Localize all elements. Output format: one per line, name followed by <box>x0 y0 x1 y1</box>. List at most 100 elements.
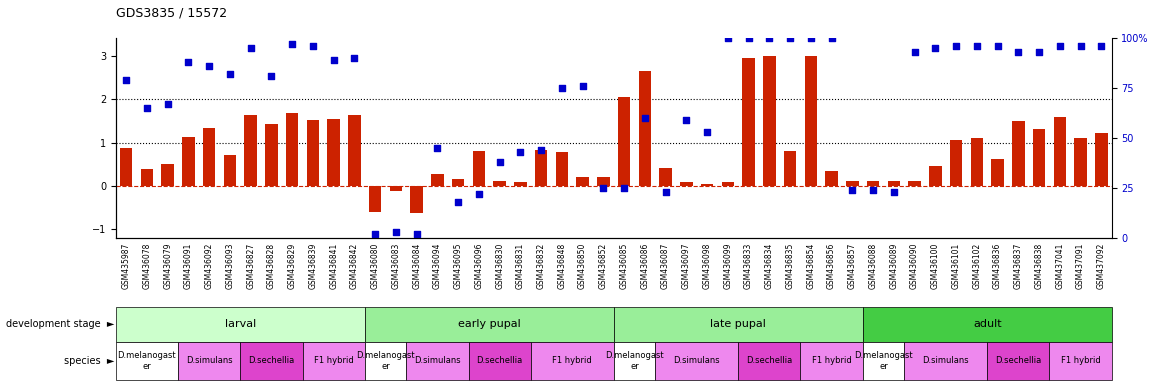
Point <box>117 77 135 83</box>
Bar <box>680 182 692 186</box>
Bar <box>970 138 983 186</box>
Text: D.melanogast
er: D.melanogast er <box>118 351 176 371</box>
Bar <box>614 307 863 342</box>
Point <box>926 45 945 51</box>
Point <box>366 231 384 237</box>
Bar <box>120 148 132 186</box>
Bar <box>530 342 614 380</box>
Text: F1 hybrid: F1 hybrid <box>1061 356 1100 366</box>
Bar <box>178 342 241 380</box>
Point <box>780 35 799 41</box>
Bar <box>472 151 485 186</box>
Bar <box>701 184 713 186</box>
Bar <box>452 179 464 186</box>
Point <box>657 189 675 195</box>
Point <box>739 35 757 41</box>
Bar <box>863 342 904 380</box>
Point <box>159 101 177 108</box>
Text: D.sechellia: D.sechellia <box>746 356 792 366</box>
Bar <box>805 56 818 186</box>
Bar <box>1033 129 1046 186</box>
Text: D.simulans: D.simulans <box>185 356 233 366</box>
Point <box>615 185 633 191</box>
Bar <box>369 186 381 212</box>
Point <box>719 35 738 41</box>
Point <box>179 59 198 65</box>
Bar <box>556 152 569 186</box>
Bar <box>655 342 739 380</box>
Bar <box>614 342 655 380</box>
Text: D.simulans: D.simulans <box>923 356 969 366</box>
Bar <box>929 166 941 186</box>
Bar <box>469 342 530 380</box>
Point <box>698 129 717 135</box>
Bar <box>116 307 365 342</box>
Text: species  ►: species ► <box>64 356 115 366</box>
Point <box>594 185 613 191</box>
Point <box>1092 43 1111 50</box>
Text: D.melanogast
er: D.melanogast er <box>855 351 913 371</box>
Text: D.simulans: D.simulans <box>415 356 461 366</box>
Bar <box>203 128 215 186</box>
Bar <box>888 181 900 186</box>
Bar <box>763 56 776 186</box>
Bar <box>659 168 672 186</box>
Point <box>864 187 882 193</box>
Point <box>200 63 219 70</box>
Text: F1 hybrid: F1 hybrid <box>314 356 353 366</box>
Point <box>822 35 841 41</box>
Point <box>449 199 468 205</box>
Point <box>552 85 571 91</box>
Text: D.sechellia: D.sechellia <box>476 356 522 366</box>
Point <box>303 43 322 50</box>
Bar <box>867 181 879 186</box>
Bar <box>406 342 469 380</box>
Point <box>801 35 820 41</box>
Bar <box>286 113 299 186</box>
Point <box>906 49 924 55</box>
Bar <box>116 342 178 380</box>
Bar <box>265 124 278 186</box>
Bar <box>988 342 1049 380</box>
Bar <box>307 120 320 186</box>
Bar <box>784 151 797 186</box>
Text: development stage  ►: development stage ► <box>6 319 115 329</box>
Bar <box>1075 138 1087 186</box>
Bar <box>577 177 589 186</box>
Bar <box>244 115 257 186</box>
Text: F1 hybrid: F1 hybrid <box>812 356 851 366</box>
Bar <box>739 342 800 380</box>
Text: D.sechellia: D.sechellia <box>995 356 1041 366</box>
Point <box>1009 49 1027 55</box>
Bar <box>904 342 988 380</box>
Point <box>428 145 447 151</box>
Bar <box>365 307 614 342</box>
Point <box>760 35 778 41</box>
Point <box>283 41 301 48</box>
Point <box>1029 49 1048 55</box>
Point <box>511 149 529 155</box>
Bar <box>1054 118 1067 186</box>
Bar <box>349 115 360 186</box>
Bar <box>1095 133 1107 186</box>
Text: early pupal: early pupal <box>457 319 521 329</box>
Point <box>1071 43 1090 50</box>
Point <box>988 43 1006 50</box>
Point <box>947 43 966 50</box>
Bar <box>598 177 609 186</box>
Point <box>221 71 240 78</box>
Point <box>968 43 987 50</box>
Bar <box>950 141 962 186</box>
Point <box>843 187 862 193</box>
Bar <box>721 182 734 186</box>
Text: F1 hybrid: F1 hybrid <box>552 356 592 366</box>
Bar <box>241 342 302 380</box>
Point <box>1050 43 1069 50</box>
Bar <box>826 171 838 186</box>
Text: D.sechellia: D.sechellia <box>248 356 294 366</box>
Point <box>573 83 592 89</box>
Text: adult: adult <box>973 319 1002 329</box>
Bar <box>141 169 153 186</box>
Bar <box>1012 121 1025 186</box>
Bar <box>535 150 548 186</box>
